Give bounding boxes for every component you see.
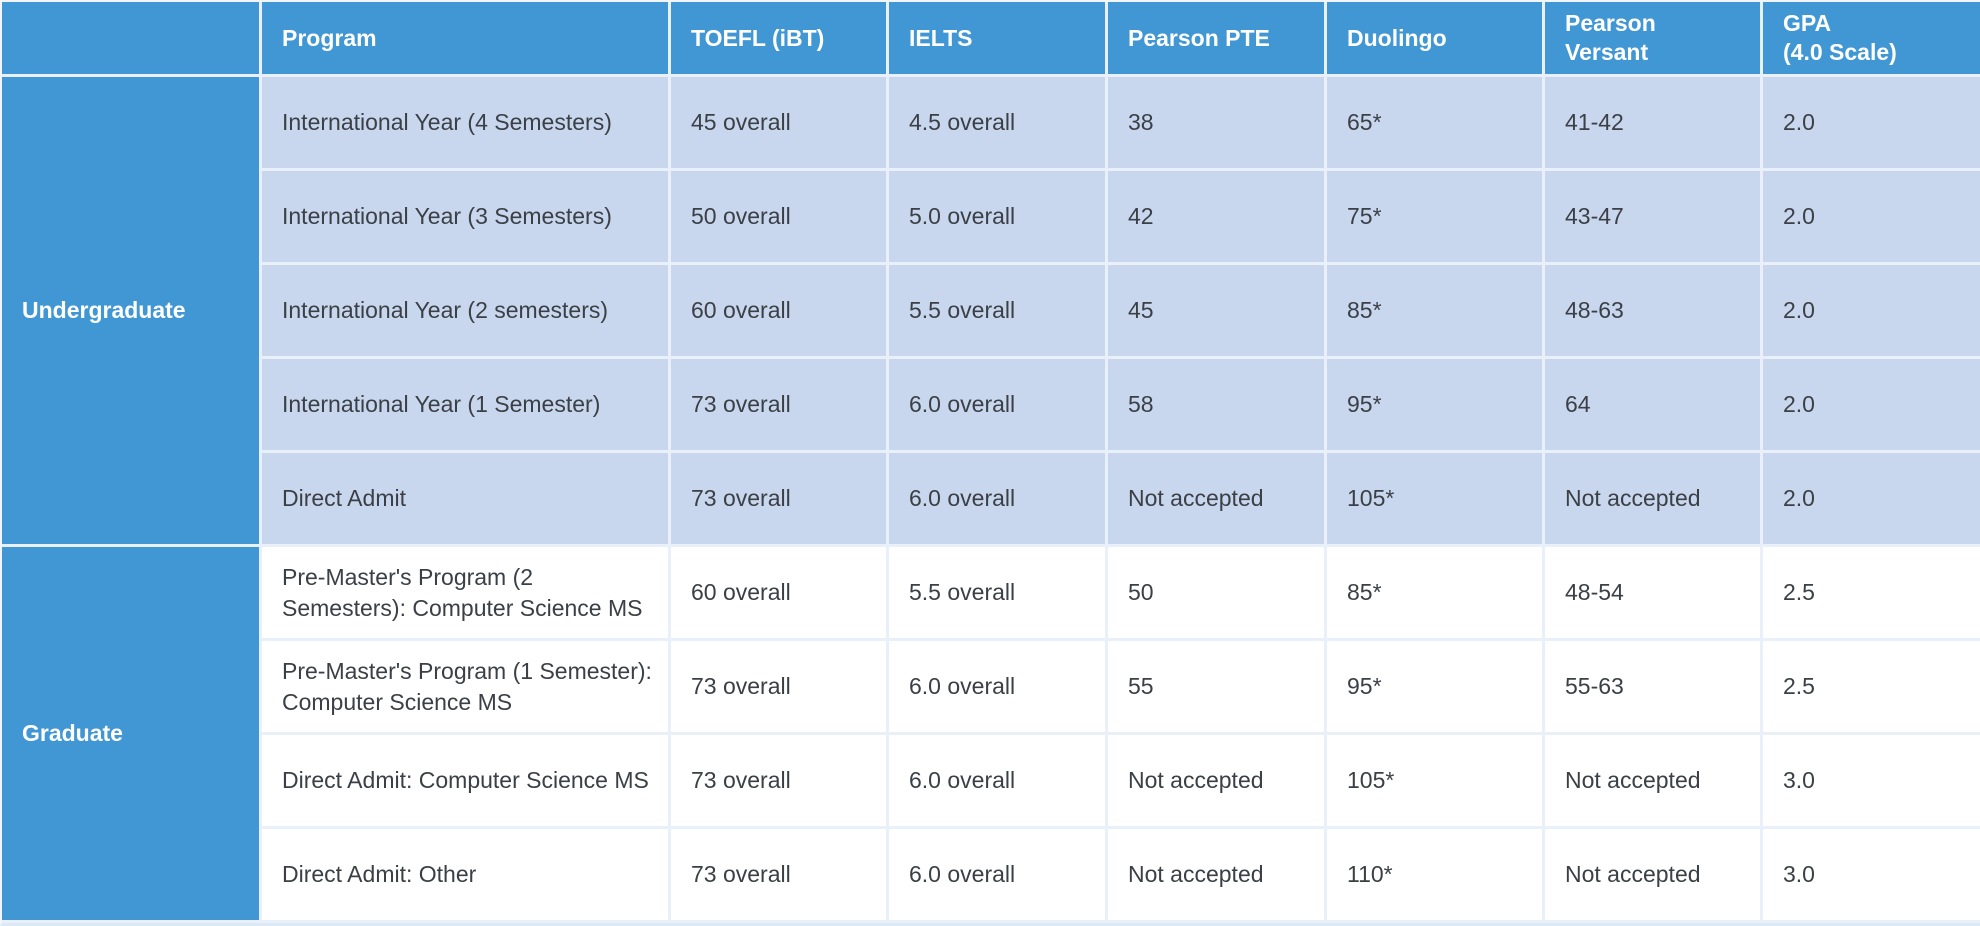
- cell-program: International Year (1 Semester): [262, 359, 671, 453]
- cell-ielts: 5.5 overall: [889, 547, 1108, 641]
- cell-pte: 55: [1108, 641, 1327, 735]
- cell-pte: Not accepted: [1108, 453, 1327, 547]
- cell-ielts: 4.5 overall: [889, 77, 1108, 171]
- cell-toefl: 73 overall: [671, 359, 889, 453]
- column-header-pearson-versant: Pearson Versant: [1545, 2, 1763, 77]
- cell-versant: 41-42: [1545, 77, 1763, 171]
- cell-versant: 48-63: [1545, 265, 1763, 359]
- cell-program: Direct Admit: [262, 453, 671, 547]
- cell-duolingo: 105*: [1327, 453, 1545, 547]
- cell-pte: Not accepted: [1108, 829, 1327, 923]
- table-body: Undergraduate International Year (4 Semes…: [2, 77, 1980, 923]
- cell-program: International Year (3 Semesters): [262, 171, 671, 265]
- cell-ielts: 5.0 overall: [889, 171, 1108, 265]
- cell-pte: 42: [1108, 171, 1327, 265]
- cell-program: International Year (4 Semesters): [262, 77, 671, 171]
- cell-pte: 45: [1108, 265, 1327, 359]
- column-header-blank: [2, 2, 262, 77]
- cell-duolingo: 65*: [1327, 77, 1545, 171]
- cell-gpa: 2.5: [1763, 547, 1980, 641]
- table-row: Pre-Master's Program (1 Semester): Compu…: [2, 641, 1980, 735]
- cell-program: Direct Admit: Other: [262, 829, 671, 923]
- cell-gpa: 2.0: [1763, 359, 1980, 453]
- table-row: Direct Admit: Computer Science MS 73 over…: [2, 735, 1980, 829]
- table-header: Program TOEFL (iBT) IELTS Pearson PTE Du…: [2, 2, 1980, 77]
- cell-gpa: 3.0: [1763, 735, 1980, 829]
- header-row: Program TOEFL (iBT) IELTS Pearson PTE Du…: [2, 2, 1980, 77]
- table-row: International Year (1 Semester) 73 overal…: [2, 359, 1980, 453]
- cell-versant: Not accepted: [1545, 453, 1763, 547]
- cell-duolingo: 85*: [1327, 265, 1545, 359]
- column-header-toefl: TOEFL (iBT): [671, 2, 889, 77]
- cell-toefl: 73 overall: [671, 453, 889, 547]
- cell-versant: 64: [1545, 359, 1763, 453]
- category-cell-undergraduate: Undergraduate: [2, 77, 262, 547]
- cell-toefl: 73 overall: [671, 641, 889, 735]
- cell-ielts: 6.0 overall: [889, 359, 1108, 453]
- cell-ielts: 5.5 overall: [889, 265, 1108, 359]
- cell-gpa: 2.0: [1763, 77, 1980, 171]
- column-header-pearson-pte: Pearson PTE: [1108, 2, 1327, 77]
- table-row: Direct Admit: Other 73 overall 6.0 overall…: [2, 829, 1980, 923]
- column-header-duolingo: Duolingo: [1327, 2, 1545, 77]
- cell-duolingo: 110*: [1327, 829, 1545, 923]
- category-cell-graduate: Graduate: [2, 547, 262, 923]
- cell-program: Pre-Master's Program (1 Semester): Compu…: [262, 641, 671, 735]
- table-row: International Year (3 Semesters) 50 overa…: [2, 171, 1980, 265]
- cell-pte: 38: [1108, 77, 1327, 171]
- table-row: International Year (2 semesters) 60 overa…: [2, 265, 1980, 359]
- cell-toefl: 60 overall: [671, 547, 889, 641]
- table-row: Graduate Pre-Master's Program (2 Semester…: [2, 547, 1980, 923]
- cell-versant: 55-63: [1545, 641, 1763, 735]
- cell-program: Direct Admit: Computer Science MS: [262, 735, 671, 829]
- table-row: Direct Admit 73 overall 6.0 overall Not acc…: [2, 453, 1980, 547]
- cell-program: International Year (2 semesters): [262, 265, 671, 359]
- cell-ielts: 6.0 overall: [889, 453, 1108, 547]
- cell-versant: Not accepted: [1545, 735, 1763, 829]
- cell-ielts: 6.0 overall: [889, 735, 1108, 829]
- cell-gpa: 2.0: [1763, 171, 1980, 265]
- cell-gpa: 2.5: [1763, 641, 1980, 735]
- column-header-gpa: GPA (4.0 Scale): [1763, 2, 1980, 77]
- cell-gpa: 3.0: [1763, 829, 1980, 923]
- cell-ielts: 6.0 overall: [889, 641, 1108, 735]
- cell-pte: 50: [1108, 547, 1327, 641]
- cell-duolingo: 75*: [1327, 171, 1545, 265]
- cell-pte: 58: [1108, 359, 1327, 453]
- cell-duolingo: 95*: [1327, 641, 1545, 735]
- cell-versant: Not accepted: [1545, 829, 1763, 923]
- cell-ielts: 6.0 overall: [889, 829, 1108, 923]
- cell-duolingo: 95*: [1327, 359, 1545, 453]
- cell-gpa: 2.0: [1763, 265, 1980, 359]
- cell-toefl: 73 overall: [671, 735, 889, 829]
- cell-duolingo: 85*: [1327, 547, 1545, 641]
- cell-pte: Not accepted: [1108, 735, 1327, 829]
- cell-toefl: 45 overall: [671, 77, 889, 171]
- cell-duolingo: 105*: [1327, 735, 1545, 829]
- column-header-program: Program: [262, 2, 671, 77]
- column-header-ielts: IELTS: [889, 2, 1108, 77]
- table-row: Undergraduate International Year (4 Semes…: [2, 77, 1980, 547]
- cell-program: Pre-Master's Program (2 Semesters): Comp…: [262, 547, 671, 641]
- cell-toefl: 73 overall: [671, 829, 889, 923]
- cell-toefl: 60 overall: [671, 265, 889, 359]
- cell-versant: 43-47: [1545, 171, 1763, 265]
- cell-gpa: 2.0: [1763, 453, 1980, 547]
- cell-versant: 48-54: [1545, 547, 1763, 641]
- cell-toefl: 50 overall: [671, 171, 889, 265]
